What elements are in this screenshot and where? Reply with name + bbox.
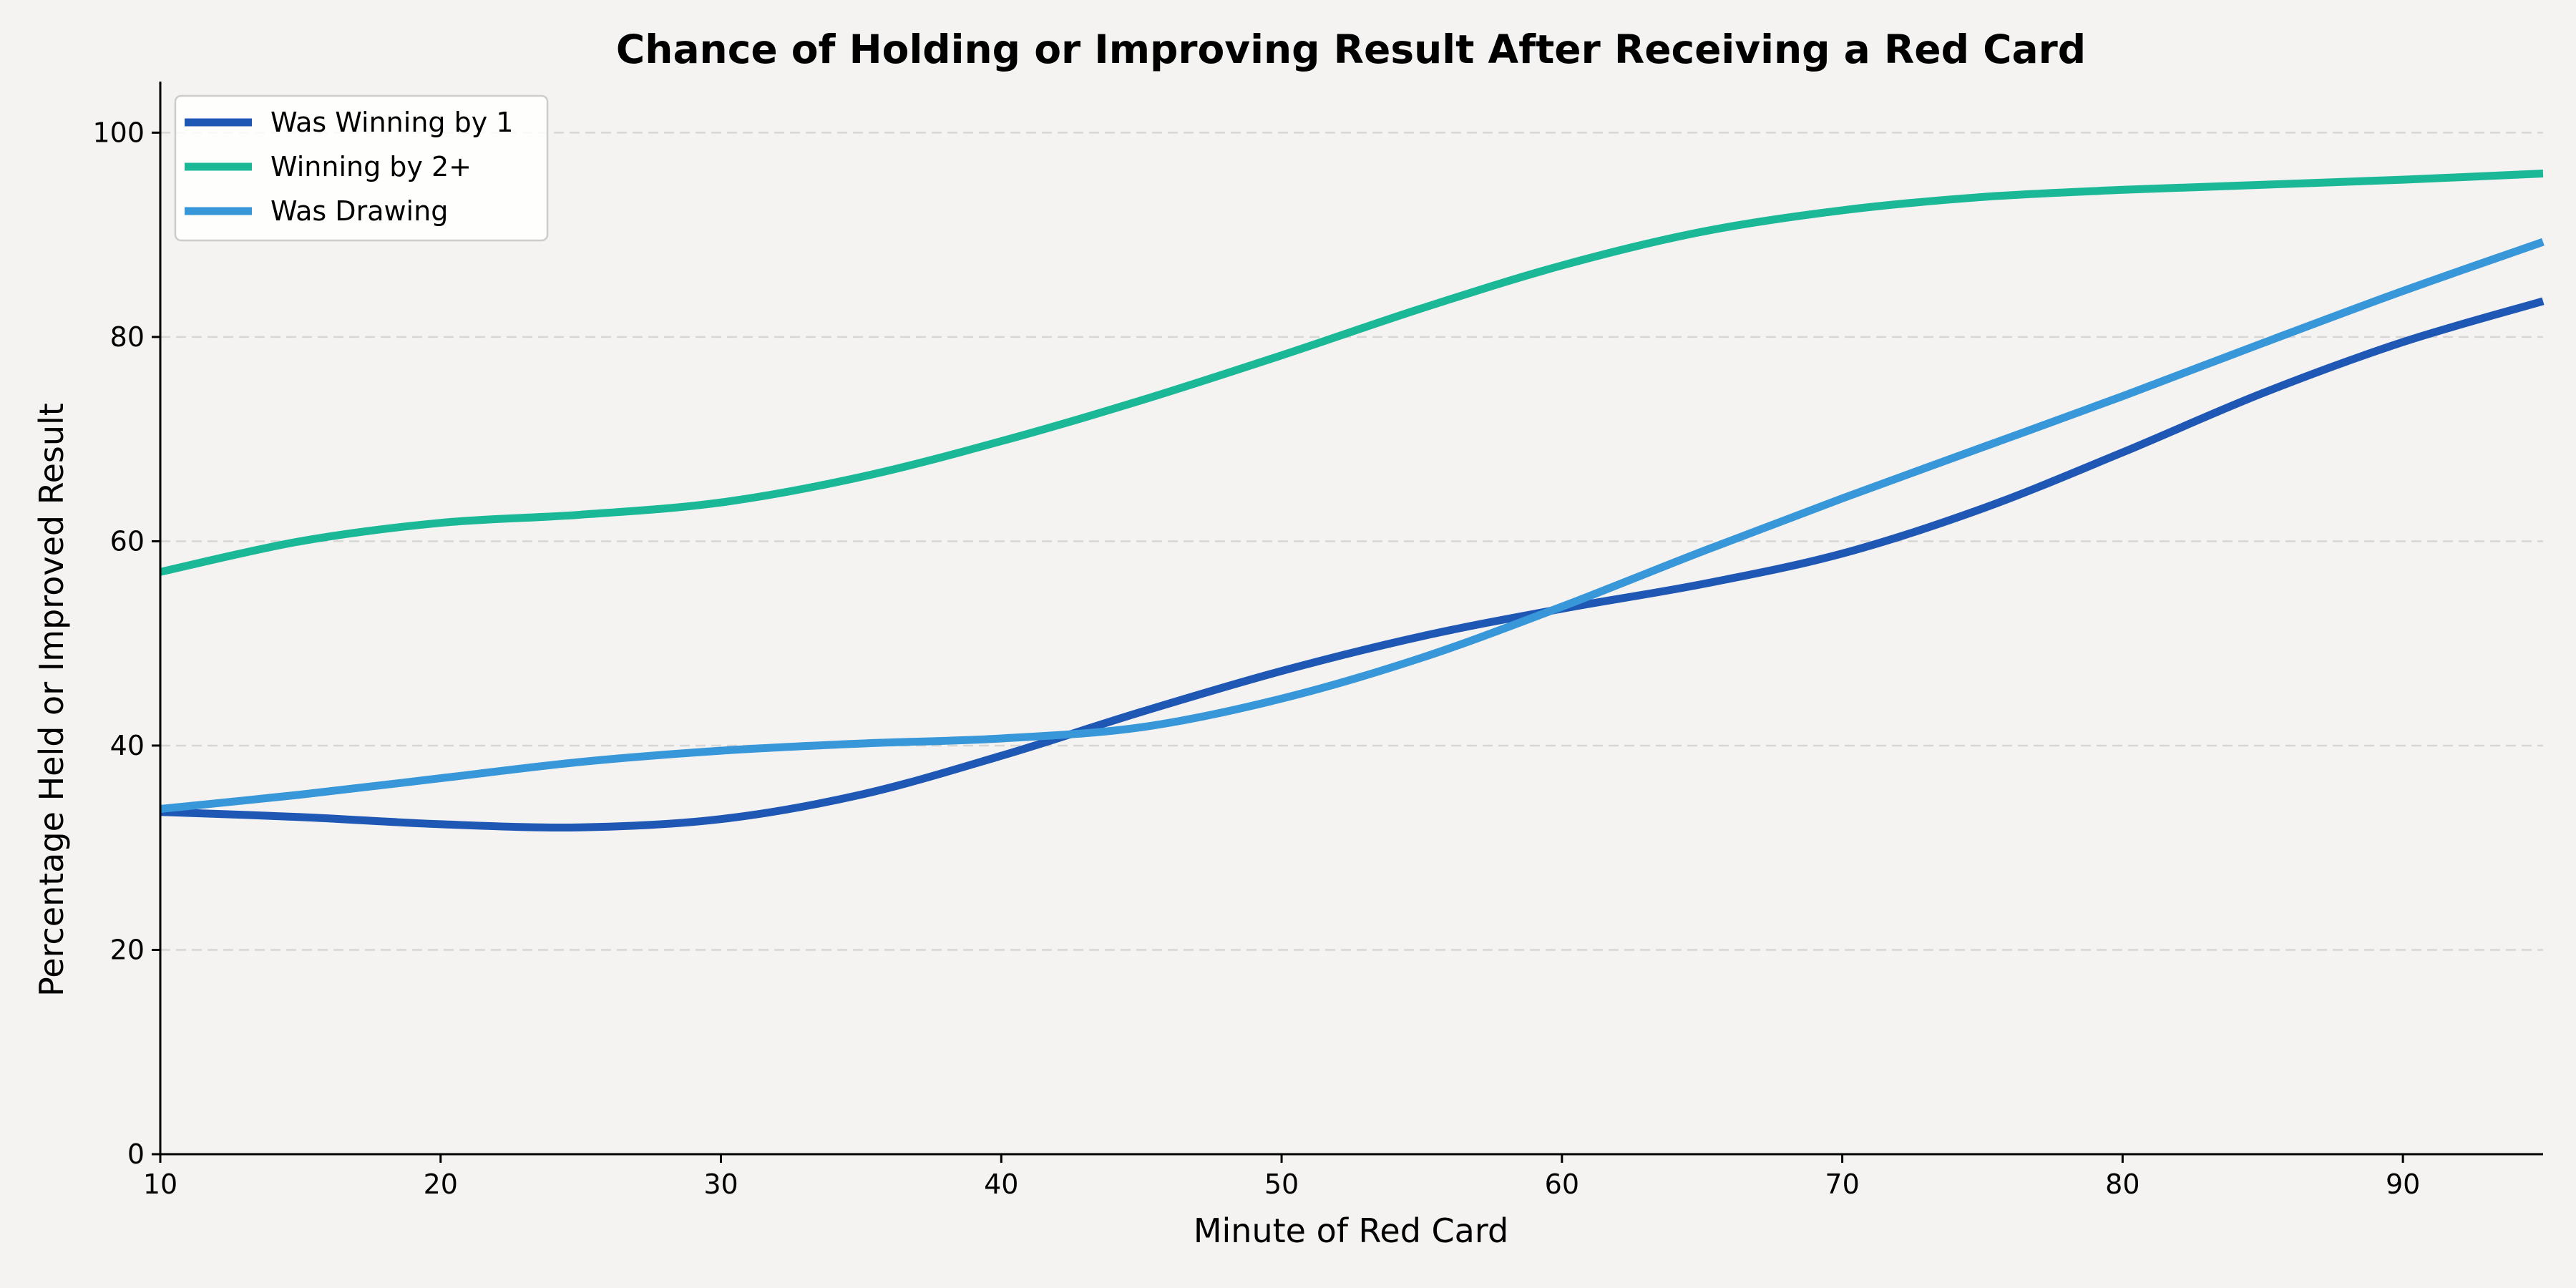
legend-label-was-drawing: Was Drawing <box>270 195 448 227</box>
x-axis-label: Minute of Red Card <box>1194 1211 1508 1250</box>
axes <box>159 82 2543 1156</box>
y-tick-label: 100 <box>92 117 145 148</box>
x-tick-label: 40 <box>984 1169 1018 1200</box>
series-line-was-drawing <box>160 238 2545 813</box>
x-tick-label: 20 <box>424 1169 458 1200</box>
y-axis-label: Percentage Held or Improved Result <box>32 403 71 997</box>
y-tick-label: 0 <box>127 1138 145 1170</box>
x-tick-label: 70 <box>1825 1169 1859 1200</box>
x-tick-label: 90 <box>2386 1169 2420 1200</box>
x-tick-label: 60 <box>1545 1169 1579 1200</box>
gridlines <box>160 132 2543 951</box>
legend: Was Winning by 1 Winning by 2+ Was Drawing <box>174 94 549 242</box>
series-lines <box>159 170 2545 831</box>
x-tick-label: 10 <box>143 1169 177 1200</box>
series-line-winning-by-2 <box>159 170 2544 576</box>
x-tick-label: 30 <box>703 1169 738 1200</box>
y-tick-label: 40 <box>110 730 145 761</box>
x-tick-label: 50 <box>1264 1169 1299 1200</box>
legend-label-was-winning-by-1: Was Winning by 1 <box>270 107 513 138</box>
ticks: 0 20 40 60 80 100 10 20 30 40 50 60 70 80 90 <box>92 117 2420 1200</box>
chart-title: Chance of Holding or Improving Result Af… <box>616 26 2086 72</box>
legend-label-winning-by-2: Winning by 2+ <box>270 151 472 182</box>
y-tick-label: 60 <box>110 525 145 557</box>
series-line-was-winning-by-1 <box>160 297 2545 831</box>
y-tick-label: 80 <box>110 321 145 353</box>
legend-box <box>174 94 549 242</box>
x-tick-label: 80 <box>2105 1169 2140 1200</box>
y-tick-label: 20 <box>110 934 145 965</box>
